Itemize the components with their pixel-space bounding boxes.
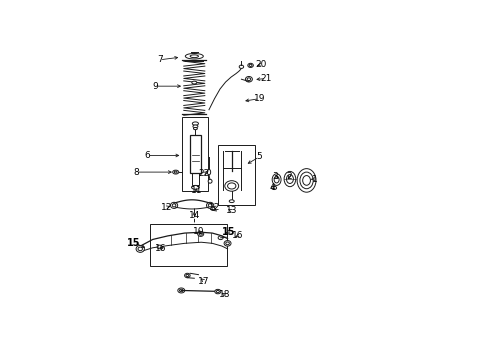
Ellipse shape — [224, 240, 231, 246]
Ellipse shape — [271, 186, 277, 190]
Text: 18: 18 — [219, 291, 230, 300]
Ellipse shape — [208, 179, 212, 183]
Text: 15: 15 — [222, 227, 236, 237]
Text: 13: 13 — [226, 206, 238, 215]
Text: 7: 7 — [157, 55, 163, 64]
Text: 4: 4 — [269, 183, 275, 192]
Ellipse shape — [208, 204, 212, 207]
Ellipse shape — [174, 171, 177, 173]
Ellipse shape — [193, 122, 198, 125]
Ellipse shape — [206, 202, 214, 208]
Ellipse shape — [217, 291, 220, 293]
Ellipse shape — [227, 183, 236, 189]
Ellipse shape — [229, 200, 234, 203]
Text: 9: 9 — [152, 82, 158, 91]
Ellipse shape — [300, 172, 313, 189]
Text: 3: 3 — [272, 172, 278, 181]
Ellipse shape — [272, 174, 281, 185]
Text: 16: 16 — [154, 244, 166, 253]
Text: 6: 6 — [144, 151, 150, 160]
Ellipse shape — [247, 78, 251, 81]
Ellipse shape — [207, 169, 211, 175]
Ellipse shape — [245, 76, 252, 82]
Ellipse shape — [185, 53, 203, 59]
Text: 12: 12 — [161, 203, 172, 212]
Text: 8: 8 — [133, 168, 139, 177]
Bar — [190, 135, 201, 174]
Bar — [219, 145, 255, 204]
Ellipse shape — [157, 245, 162, 249]
Ellipse shape — [171, 202, 178, 208]
Ellipse shape — [192, 185, 199, 189]
Bar — [192, 173, 199, 185]
Ellipse shape — [211, 207, 215, 210]
Ellipse shape — [194, 127, 197, 130]
Ellipse shape — [138, 247, 143, 251]
Ellipse shape — [192, 81, 197, 84]
Text: 2: 2 — [287, 172, 292, 181]
Text: 21: 21 — [261, 74, 272, 83]
Ellipse shape — [185, 273, 190, 278]
Text: 17: 17 — [198, 276, 210, 285]
Ellipse shape — [303, 176, 311, 185]
Ellipse shape — [178, 288, 185, 293]
Ellipse shape — [190, 55, 198, 58]
Ellipse shape — [226, 242, 229, 245]
Text: 1: 1 — [312, 175, 318, 184]
Ellipse shape — [249, 64, 252, 67]
Ellipse shape — [136, 246, 145, 252]
Ellipse shape — [186, 274, 189, 276]
Ellipse shape — [193, 125, 198, 128]
Ellipse shape — [225, 181, 239, 191]
Text: 19: 19 — [254, 94, 265, 103]
Ellipse shape — [172, 170, 179, 174]
Ellipse shape — [218, 236, 223, 240]
Text: 16: 16 — [232, 231, 244, 240]
Ellipse shape — [297, 168, 316, 192]
Bar — [182, 117, 208, 191]
Text: 11: 11 — [191, 186, 202, 195]
Ellipse shape — [284, 171, 296, 186]
Ellipse shape — [287, 175, 294, 184]
Ellipse shape — [197, 231, 204, 237]
Ellipse shape — [179, 289, 183, 292]
Text: 15: 15 — [127, 238, 141, 248]
Text: 22: 22 — [198, 169, 210, 178]
Text: 20: 20 — [255, 60, 267, 69]
Ellipse shape — [215, 289, 221, 294]
Ellipse shape — [199, 233, 202, 235]
Ellipse shape — [172, 204, 176, 207]
Bar — [150, 224, 227, 266]
Text: 14: 14 — [189, 211, 200, 220]
Ellipse shape — [274, 176, 279, 183]
Ellipse shape — [239, 65, 244, 68]
Text: 12: 12 — [209, 203, 221, 212]
Text: 5: 5 — [257, 152, 262, 161]
Text: 10: 10 — [193, 227, 204, 236]
Ellipse shape — [248, 63, 253, 67]
